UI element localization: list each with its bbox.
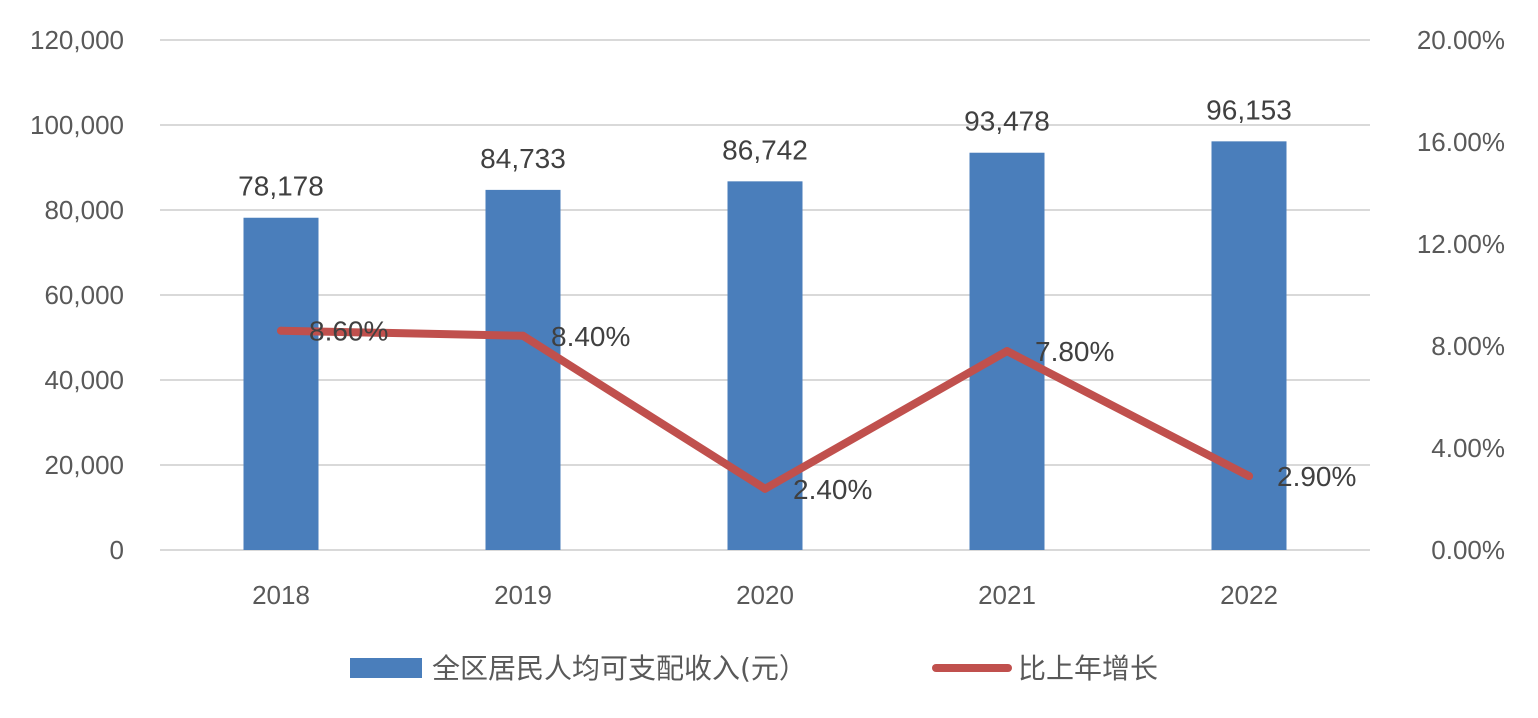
y-left-tick-label: 80,000 <box>44 195 124 225</box>
x-tick-label: 2022 <box>1220 580 1278 610</box>
y-left-tick-label: 60,000 <box>44 280 124 310</box>
bar <box>727 181 803 550</box>
bar <box>243 217 319 550</box>
y-right-tick-label: 0.00% <box>1431 535 1505 565</box>
x-tick-label: 2018 <box>252 580 310 610</box>
line-data-label: 8.40% <box>551 321 630 352</box>
bar <box>485 189 561 550</box>
x-tick-label: 2020 <box>736 580 794 610</box>
line-data-label: 2.90% <box>1277 461 1356 492</box>
x-tick-label: 2021 <box>978 580 1036 610</box>
bar <box>1211 141 1287 551</box>
line-point <box>1245 472 1253 481</box>
bar-data-label: 84,733 <box>480 143 566 174</box>
y-right-tick-label: 20.00% <box>1417 25 1505 55</box>
line-point <box>761 484 769 493</box>
y-left-tick-label: 0 <box>110 535 124 565</box>
y-right-tick-label: 12.00% <box>1417 229 1505 259</box>
axes: 0 20,000 40,000 60,000 80,000 100,000 120,000 0… <box>30 25 1505 610</box>
y-left-tick-label: 120,000 <box>30 25 124 55</box>
legend: 全区居民人均可支配收入(元） 比上年增长 <box>350 652 1158 685</box>
line-point <box>519 331 527 340</box>
y-right-tick-label: 16.00% <box>1417 127 1505 157</box>
data-labels: 78,178 84,733 86,742 93,478 96,153 8.60% 8.40%… <box>238 94 1356 504</box>
legend-line-label: 比上年增长 <box>1018 652 1158 685</box>
y-left-tick-label: 40,000 <box>44 365 124 395</box>
y-right-tick-label: 4.00% <box>1431 433 1505 463</box>
y-left-tick-label: 100,000 <box>30 110 124 140</box>
line-data-label: 7.80% <box>1035 336 1114 367</box>
bar-data-label: 96,153 <box>1206 94 1292 125</box>
line-series <box>277 326 1253 493</box>
line-point <box>277 326 285 335</box>
y-left-tick-label: 20,000 <box>44 450 124 480</box>
bar-data-label: 86,742 <box>722 134 808 165</box>
line-data-label: 8.60% <box>309 316 388 347</box>
y-right-tick-label: 8.00% <box>1431 331 1505 361</box>
bar-data-label: 93,478 <box>964 106 1050 137</box>
line-data-label: 2.40% <box>793 474 872 505</box>
x-tick-label: 2019 <box>494 580 552 610</box>
legend-bar-label: 全区居民人均可支配收入(元） <box>432 652 807 685</box>
legend-bar-swatch <box>350 658 422 678</box>
bar-data-label: 78,178 <box>238 171 324 202</box>
line-point <box>1003 347 1011 356</box>
